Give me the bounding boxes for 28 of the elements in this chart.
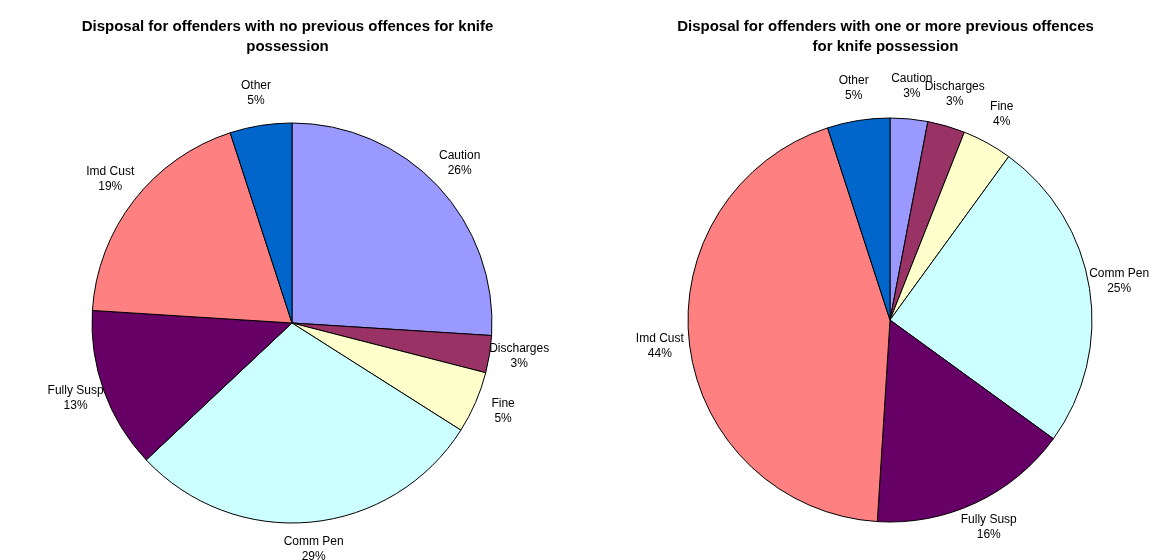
data-label: 25% [1107,280,1132,295]
slice-label: Other [241,77,272,92]
slice-label: Imd Cust [635,331,685,346]
data-label: 26% [447,162,472,177]
slice-label: Discharges [489,340,550,355]
slice-label: Other [838,72,869,87]
data-label: 5% [247,92,266,107]
data-label: 5% [494,411,513,426]
data-label: 5% [845,87,863,102]
slice-label: Comm Pen [283,533,344,548]
slice-label: Fully Susp [960,511,1018,526]
chart-title: Disposal for offenders with one or more previous offences for knife possession [676,16,1095,56]
data-label: 13% [63,397,88,412]
slice-label: Caution [438,147,481,162]
slice-label: Fully Susp [47,382,104,397]
data-label: 44% [647,346,673,361]
chart-title: Disposal for offenders with no previous offences for knife possession [80,16,495,56]
slice-label: Imd Cust [86,164,135,179]
data-label: 3% [946,94,964,109]
data-label: 4% [993,113,1011,128]
data-label: 3% [903,86,921,101]
data-label: 16% [976,526,1002,541]
slice-label: Fine [990,98,1014,113]
data-label: 19% [98,179,123,194]
slice-label: Fine [491,396,516,411]
data-label: 3% [510,355,529,370]
slice-label: Comm Pen [1089,265,1150,280]
data-label: 29% [301,548,326,560]
